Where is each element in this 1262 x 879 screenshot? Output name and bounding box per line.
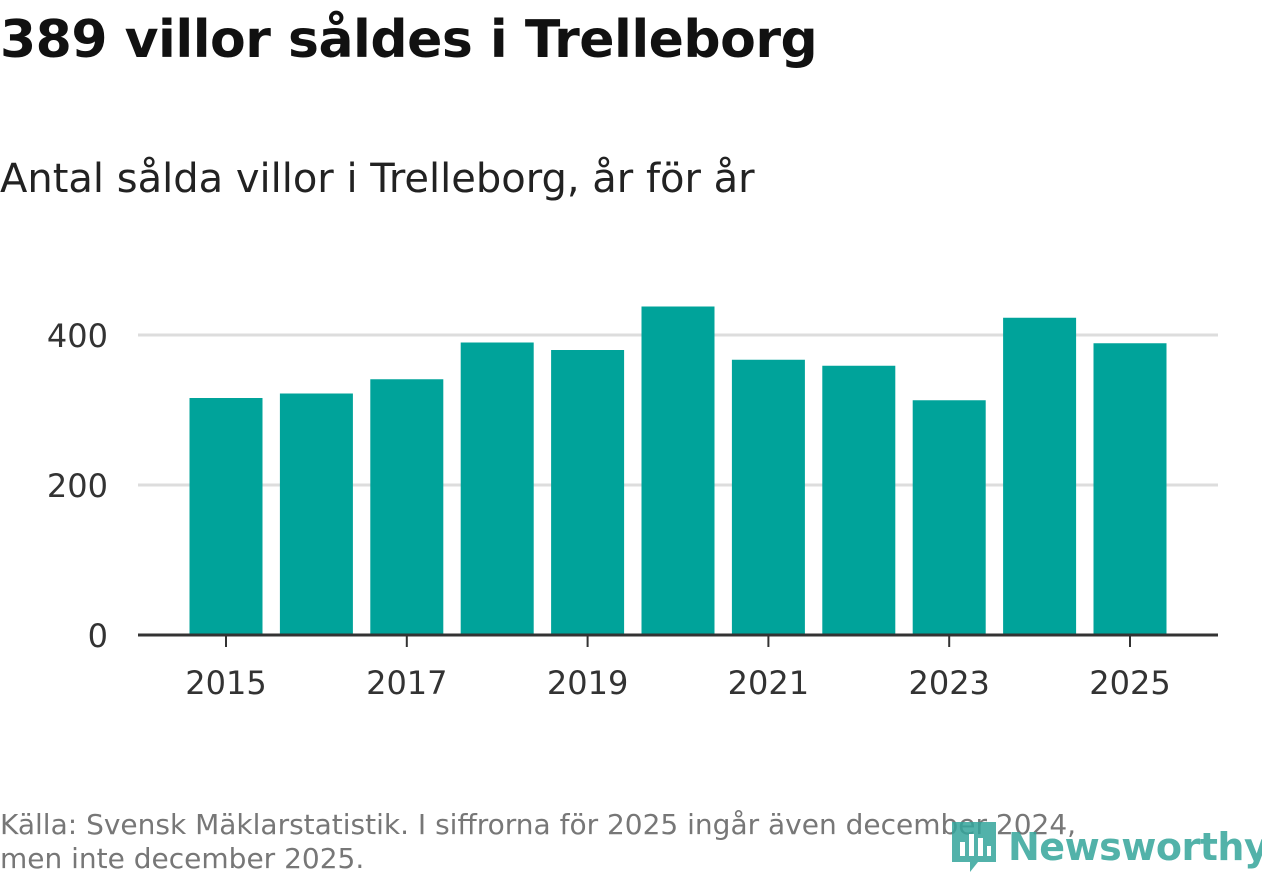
source-note: Källa: Svensk Mäklarstatistik. I siffror… (0, 808, 1200, 876)
bar-2016 (279, 393, 353, 635)
bar-2018 (460, 342, 534, 635)
source-line-1: Källa: Svensk Mäklarstatistik. I siffror… (0, 808, 1077, 841)
y-tick-label-200: 200 (47, 467, 108, 505)
x-tick-label-2025: 2025 (1089, 664, 1170, 702)
bar-2022 (822, 365, 896, 635)
bar-2024 (1003, 317, 1077, 635)
x-tick-label-2023: 2023 (908, 664, 989, 702)
bar-2019 (551, 350, 625, 635)
newsworthy-logo: Newsworthy (948, 818, 1262, 876)
x-tick-label-2015: 2015 (185, 664, 266, 702)
y-tick-label-400: 400 (47, 317, 108, 355)
x-tick-label-2017: 2017 (366, 664, 447, 702)
bar-2025 (1093, 343, 1167, 635)
logo-text: Newsworthy (1008, 825, 1262, 869)
bar-2017 (370, 379, 444, 635)
chart-title: 389 villor såldes i Trelleborg (0, 10, 818, 70)
x-tick-label-2021: 2021 (728, 664, 809, 702)
chart-subtitle: Antal sålda villor i Trelleborg, år för … (0, 156, 755, 202)
bar-2021 (731, 359, 805, 635)
bar-2020 (641, 306, 715, 635)
source-line-2: men inte december 2025. (0, 842, 365, 875)
y-tick-label-0: 0 (88, 617, 108, 655)
bar-2023 (912, 400, 986, 635)
x-tick-label-2019: 2019 (547, 664, 628, 702)
newsworthy-logo-icon (952, 822, 996, 872)
bar-2015 (189, 398, 263, 635)
